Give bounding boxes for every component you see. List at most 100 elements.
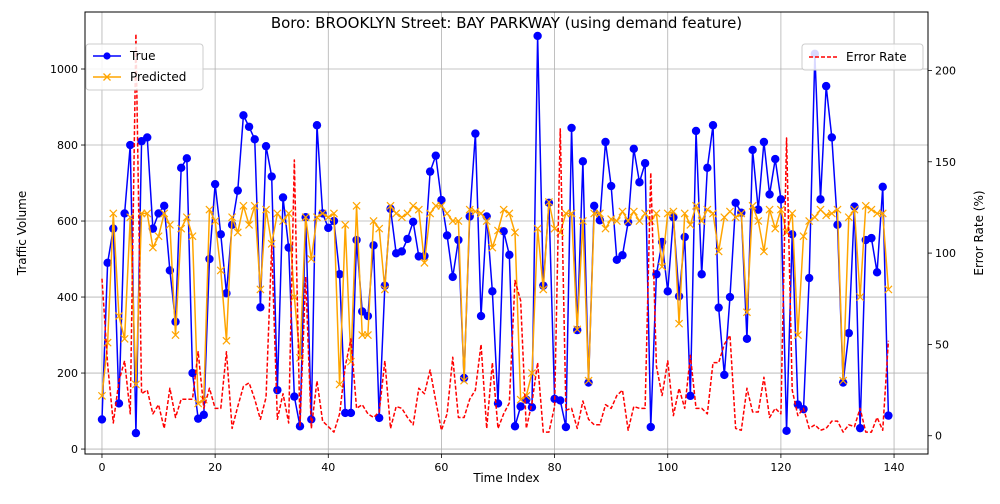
predicted-point	[312, 213, 321, 222]
x-tick-label: 100	[657, 461, 678, 474]
true-point	[804, 273, 814, 283]
predicted-point	[126, 213, 135, 222]
true-point	[725, 292, 735, 302]
true-point	[635, 178, 644, 187]
y2-tick-label: 100	[935, 247, 956, 260]
true-point	[397, 247, 407, 256]
predicted-point	[793, 331, 802, 340]
predicted-point	[612, 217, 621, 226]
predicted-point	[776, 205, 785, 214]
predicted-point	[510, 228, 520, 237]
predicted-point	[380, 285, 389, 294]
y2-tick-label: 0	[935, 430, 942, 443]
predicted-point	[426, 209, 435, 218]
true-point	[816, 195, 825, 204]
predicted-point	[884, 285, 893, 294]
predicted-point	[165, 220, 174, 229]
predicted-point	[629, 207, 638, 216]
predicted-point	[375, 224, 384, 233]
true-point	[556, 396, 565, 405]
predicted-point	[109, 209, 118, 218]
true-point	[516, 402, 525, 411]
true-point	[199, 410, 209, 420]
predicted-point	[256, 285, 265, 294]
predicted-point	[601, 224, 610, 233]
predicted-series-line	[101, 201, 890, 405]
true-point	[403, 234, 412, 244]
predicted-point	[856, 293, 865, 302]
legend-true-label: True	[129, 49, 156, 63]
legend-right-box	[801, 43, 924, 71]
predicted-point	[788, 209, 797, 218]
predicted-point	[544, 198, 553, 207]
true-point	[771, 154, 780, 164]
predicted-point	[539, 285, 548, 294]
predicted-point	[867, 205, 876, 214]
predicted-point	[499, 205, 508, 214]
predicted-point	[307, 255, 316, 264]
true-point	[120, 209, 129, 218]
x-tick-label: 40	[321, 461, 335, 474]
predicted-point	[522, 391, 531, 400]
predicted-point	[301, 213, 310, 222]
true-point	[578, 157, 588, 166]
x-axis-label: Time Index	[472, 471, 539, 485]
true-point	[697, 270, 706, 279]
true-point	[244, 122, 254, 131]
true-point	[612, 255, 622, 264]
predicted-point	[369, 217, 378, 226]
predicted-point	[211, 217, 220, 226]
y2-tick-label: 150	[935, 156, 956, 169]
true-point	[131, 428, 141, 438]
y-tick-label: 200	[57, 367, 78, 380]
true-point	[239, 111, 248, 120]
predicted-point	[262, 205, 271, 214]
predicted-point	[516, 395, 525, 404]
true-point	[408, 217, 418, 226]
predicted-point	[731, 213, 740, 222]
predicted-point	[595, 209, 604, 218]
predicted-point	[839, 376, 848, 385]
true-point	[375, 413, 384, 423]
predicted-point	[675, 319, 684, 328]
true-point	[720, 370, 729, 380]
true-point	[352, 235, 361, 245]
predicted-point	[550, 224, 559, 233]
true-point	[182, 154, 192, 163]
y2-tick-label: 200	[935, 64, 956, 77]
true-point	[703, 163, 712, 173]
predicted-point	[103, 338, 112, 347]
predicted-point	[392, 209, 401, 218]
predicted-point	[805, 217, 814, 226]
predicted-point	[245, 220, 254, 229]
true-point	[471, 129, 480, 138]
y-tick-label: 800	[57, 139, 78, 152]
predicted-point	[624, 217, 633, 226]
predicted-point	[680, 209, 689, 218]
predicted-point	[114, 312, 123, 321]
predicted-point	[154, 232, 163, 241]
chart-title: Boro: BROOKLYN Street: BAY PARKWAY (usin…	[271, 14, 742, 32]
true-point	[754, 205, 763, 214]
true-point	[369, 241, 378, 250]
y-tick-label: 600	[57, 215, 78, 228]
predicted-point	[477, 209, 486, 218]
predicted-point	[697, 217, 706, 226]
true-point	[629, 144, 638, 154]
true-point	[731, 198, 740, 207]
true-point	[714, 303, 723, 312]
predicted-point	[742, 308, 751, 317]
legend-true-marker	[103, 52, 111, 60]
predicted-point	[635, 217, 644, 226]
true-point	[691, 126, 701, 136]
predicted-point	[131, 380, 140, 389]
predicted-point	[567, 209, 576, 218]
predicted-point	[765, 205, 774, 214]
predicted-point	[97, 391, 106, 400]
predicted-point	[278, 217, 288, 226]
x-tick-label: 60	[434, 461, 448, 474]
true-point	[273, 385, 282, 395]
true-point	[742, 334, 752, 344]
plot-frame	[84, 11, 929, 455]
true-point	[114, 399, 124, 408]
